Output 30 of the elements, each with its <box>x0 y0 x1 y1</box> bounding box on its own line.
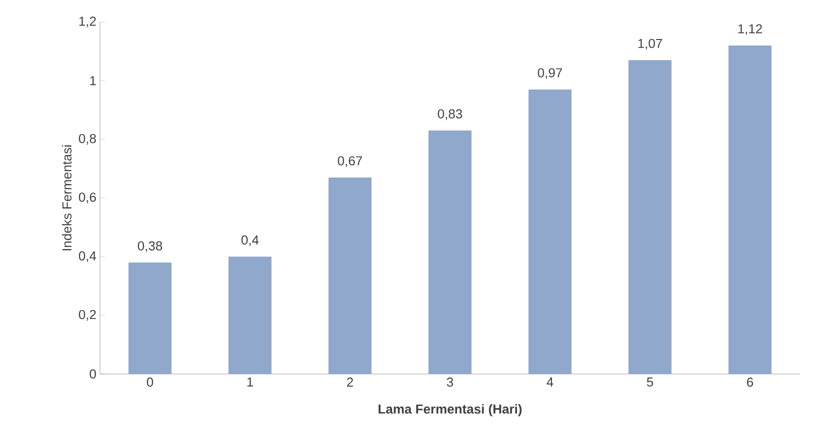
y-tick-label: 0 <box>90 369 96 379</box>
y-tick-label: 1 <box>90 76 96 86</box>
x-tick-label: 2 <box>347 378 353 387</box>
x-tick-label: 1 <box>247 378 253 386</box>
y-tick-label: 1,2 <box>79 16 96 28</box>
bar <box>128 262 172 374</box>
data-label: 0,38 <box>138 241 162 252</box>
data-label: 1,12 <box>738 24 762 35</box>
y-axis-title: Indeks Fermentasi <box>62 145 72 250</box>
x-tick-label: 5 <box>646 378 654 387</box>
x-tick-label: 6 <box>747 378 754 387</box>
bar <box>328 177 372 374</box>
y-tick-label: 0,8 <box>78 134 96 145</box>
bar <box>628 60 672 374</box>
data-label: 0,67 <box>338 156 362 167</box>
data-label: 0,83 <box>438 109 462 120</box>
bar <box>728 45 772 374</box>
y-tick-label: 0,2 <box>78 310 96 321</box>
bar <box>428 130 472 374</box>
data-label: 0,97 <box>538 68 562 79</box>
x-tick-label: 0 <box>146 378 154 387</box>
data-label: 0,4 <box>241 235 259 246</box>
x-tick-label: 4 <box>546 378 554 386</box>
y-tick-label: 0,4 <box>78 251 96 262</box>
bar <box>228 256 272 374</box>
x-tick-label: 3 <box>446 378 454 387</box>
bar <box>528 89 572 374</box>
y-tick-label: 0,6 <box>78 192 96 204</box>
data-label: 1,07 <box>638 38 662 50</box>
x-axis-title: Lama Fermentasi (Hari) <box>378 404 522 416</box>
